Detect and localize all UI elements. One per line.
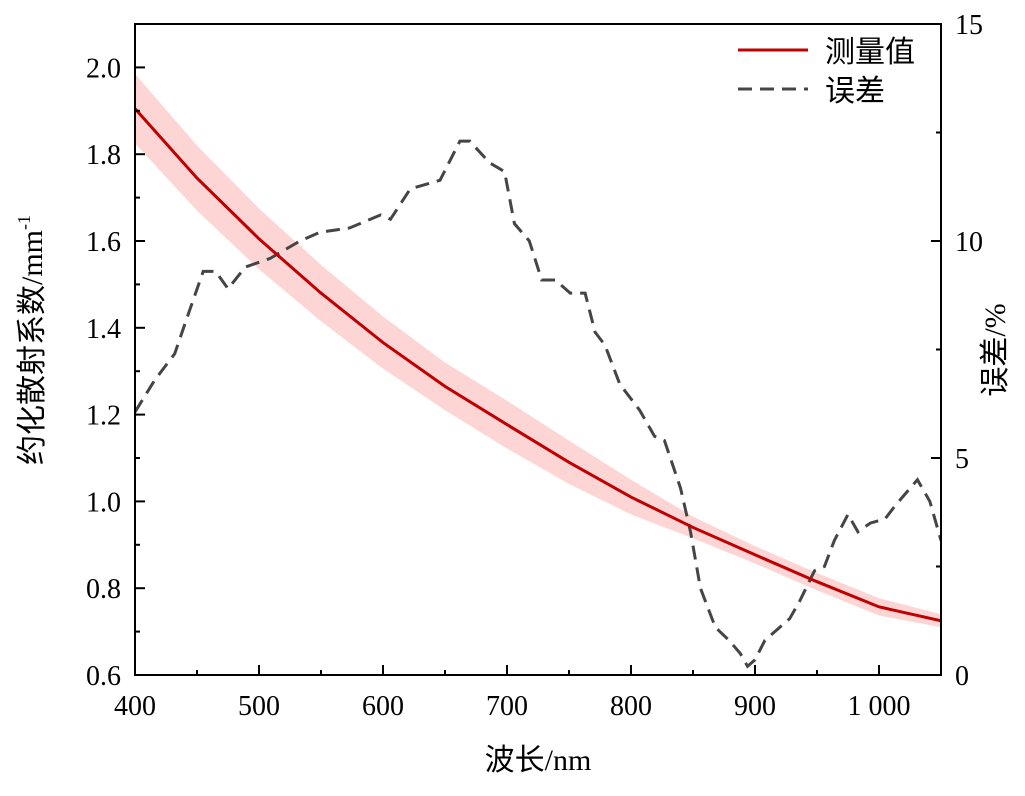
x-tick-label: 700 bbox=[486, 691, 528, 722]
legend-label-error: 误差 bbox=[825, 75, 885, 108]
legend: 测量值 误差 bbox=[738, 36, 915, 108]
y2-tick-label: 0 bbox=[955, 661, 969, 692]
y-tick-label: 1.0 bbox=[86, 487, 121, 518]
y2-tick-label: 15 bbox=[955, 10, 983, 41]
y-axis-label: 约化散射系数/mm-1 bbox=[14, 215, 49, 465]
y-tick-label: 1.8 bbox=[86, 140, 121, 171]
x-tick-label: 900 bbox=[734, 691, 776, 722]
measured-series-line bbox=[135, 107, 941, 623]
x-axis-label: 波长/nm bbox=[485, 744, 592, 777]
y-tick-label: 1.2 bbox=[86, 401, 121, 432]
x-tick-label: 500 bbox=[238, 691, 280, 722]
x-tick-label: 400 bbox=[114, 691, 156, 722]
y-tick-label: 0.8 bbox=[86, 574, 121, 605]
x-tick-label: 1 000 bbox=[848, 691, 911, 722]
x-tick-label: 800 bbox=[610, 691, 652, 722]
y-tick-label: 1.6 bbox=[86, 227, 121, 258]
x-tick-label: 600 bbox=[362, 691, 404, 722]
legend-label-measured: 测量值 bbox=[825, 36, 915, 69]
y2-tick-label: 10 bbox=[955, 227, 983, 258]
y-tick-label: 1.4 bbox=[86, 314, 121, 345]
y-tick-label: 2.0 bbox=[86, 53, 121, 84]
y-axis-label-text: 约化散射系数/mm bbox=[16, 230, 49, 465]
error-series-line bbox=[135, 139, 941, 669]
y-axis-label-superscript: -1 bbox=[14, 215, 34, 230]
y2-axis-label: 误差/% bbox=[979, 303, 1012, 396]
measured-uncertainty-band bbox=[135, 73, 941, 628]
y-tick-label: 0.6 bbox=[86, 661, 121, 692]
y2-tick-label: 5 bbox=[955, 444, 969, 475]
